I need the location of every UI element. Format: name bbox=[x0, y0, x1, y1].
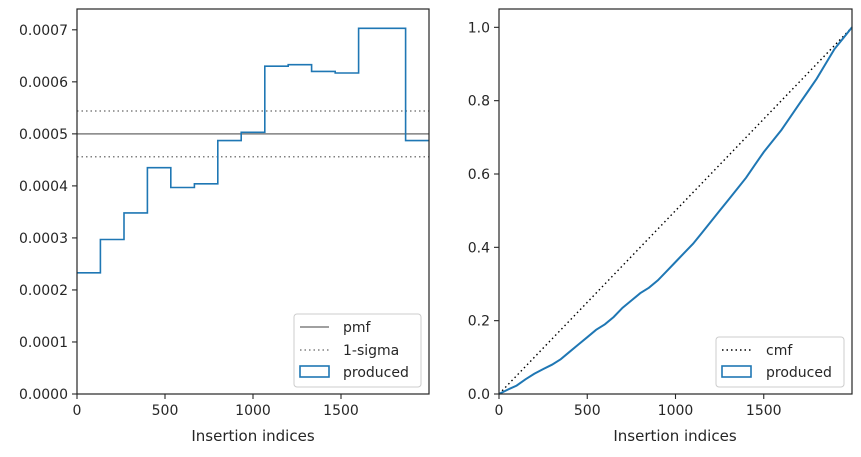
legend-box bbox=[293, 313, 422, 388]
legend-produced-swatch bbox=[299, 365, 330, 378]
x-ticks: 0 500 1000 1500 bbox=[73, 394, 359, 419]
y-tick-label: 0.0004 bbox=[19, 179, 68, 195]
legend-produced-label: produced bbox=[766, 365, 832, 381]
x-tick-label: 1000 bbox=[658, 403, 694, 419]
right-axes-frame bbox=[498, 8, 853, 395]
cumulative-panel: 0 500 1000 1500 0.0 0.2 0.4 0.6 0.8 1.0 Insertio… bbox=[468, 8, 853, 445]
legend-cmf-label: cmf bbox=[766, 343, 793, 359]
legend-1sigma-label: 1-sigma bbox=[343, 343, 399, 359]
y-tick-label: 0.6 bbox=[468, 167, 490, 183]
legend-produced-label: produced bbox=[343, 365, 409, 381]
x-tick-label: 500 bbox=[152, 403, 179, 419]
produced-cumulative-line bbox=[498, 26, 853, 395]
legend-box bbox=[715, 336, 845, 388]
x-tick-label: 500 bbox=[574, 403, 601, 419]
y-tick-label: 0.0006 bbox=[19, 75, 68, 91]
legend: pmf 1-sigma produced bbox=[293, 313, 422, 388]
x-tick-label: 1000 bbox=[235, 403, 271, 419]
cmf-line bbox=[498, 26, 853, 395]
histogram-panel: 0 500 1000 1500 0.00000.00010.00020.00030.0… bbox=[19, 8, 430, 445]
x-tick-label: 0 bbox=[73, 403, 82, 419]
y-tick-label: 0.0 bbox=[468, 387, 490, 403]
x-tick-label: 1500 bbox=[746, 403, 782, 419]
x-ticks: 0 500 1000 1500 bbox=[495, 394, 782, 419]
y-tick-label: 0.0000 bbox=[19, 387, 68, 403]
legend: cmf produced bbox=[715, 336, 845, 388]
y-ticks: 0.0 0.2 0.4 0.6 0.8 1.0 bbox=[468, 20, 499, 403]
y-tick-label: 0.0007 bbox=[19, 23, 68, 39]
y-tick-label: 0.2 bbox=[468, 314, 490, 330]
y-tick-label: 0.0003 bbox=[19, 231, 68, 247]
y-tick-label: 0.4 bbox=[468, 240, 490, 256]
y-tick-label: 0.8 bbox=[468, 94, 490, 110]
x-tick-label: 1500 bbox=[323, 403, 359, 419]
produced-step-line bbox=[77, 27, 429, 274]
y-tick-label: 0.0001 bbox=[19, 335, 68, 351]
x-axis-label: Insertion indices bbox=[191, 427, 314, 445]
y-tick-label: 0.0005 bbox=[19, 127, 68, 143]
reference-lines bbox=[77, 110, 429, 158]
y-ticks: 0.0000 0.0001 0.0002 0.0003 0.0004 0.0005 0.00… bbox=[19, 23, 77, 403]
x-axis-label: Insertion indices bbox=[613, 427, 736, 445]
y-tick-label: 1.0 bbox=[468, 20, 490, 36]
x-tick-label: 0 bbox=[495, 403, 504, 419]
legend-pmf-label: pmf bbox=[343, 320, 372, 336]
legend-produced-swatch bbox=[721, 365, 752, 378]
y-tick-label: 0.0002 bbox=[19, 283, 68, 299]
